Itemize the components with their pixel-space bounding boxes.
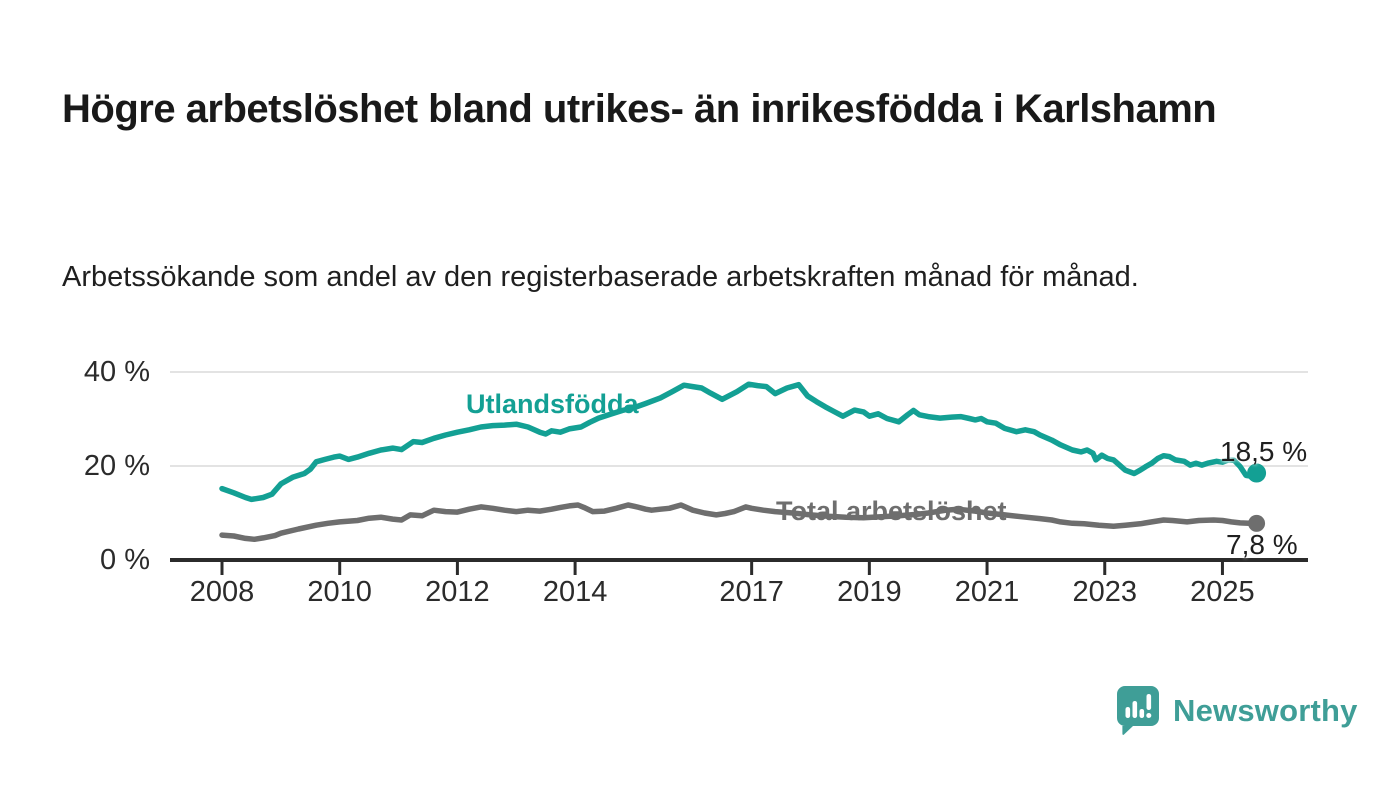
newsworthy-logo-text: Newsworthy bbox=[1173, 693, 1358, 728]
newsworthy-logo: Newsworthy bbox=[1117, 686, 1358, 736]
end-value-label-total: 7,8 % bbox=[1226, 529, 1298, 560]
x-tick-label: 2014 bbox=[542, 576, 608, 608]
newsworthy-logo-icon bbox=[1117, 686, 1159, 735]
end-dot-total bbox=[1248, 514, 1266, 532]
x-tick-label: 2025 bbox=[1190, 576, 1255, 608]
logo-bubble-shape bbox=[1117, 686, 1159, 735]
series-line-utlandsfodda bbox=[219, 381, 1260, 503]
x-tick-label: 2012 bbox=[425, 576, 490, 608]
page-title: Högre arbetslöshet bland utrikes- än inr… bbox=[62, 86, 1217, 131]
logo-bar-1 bbox=[1125, 707, 1131, 718]
series-label-utlandsfodda: Utlandsfödda bbox=[466, 389, 639, 419]
x-tick-label: 2010 bbox=[307, 576, 372, 608]
x-tick-label: 2019 bbox=[837, 576, 902, 608]
logo-bar-2 bbox=[1132, 701, 1138, 718]
x-tick-label: 2017 bbox=[719, 576, 784, 608]
logo-exclamation-bar bbox=[1146, 694, 1152, 710]
logo-bar-3 bbox=[1139, 709, 1145, 718]
x-tick-label: 2021 bbox=[954, 576, 1020, 608]
x-tick-label: 2023 bbox=[1072, 576, 1137, 608]
chart-subtitle: Arbetssökande som andel av den registerb… bbox=[62, 261, 1139, 293]
logo-exclamation-dot bbox=[1146, 713, 1152, 718]
x-tick-label: 2008 bbox=[189, 576, 255, 608]
end-value-label-utlandsfodda: 18,5 % bbox=[1220, 436, 1308, 467]
y-tick-label: 0 % bbox=[100, 544, 150, 576]
y-tick-label: 20 % bbox=[83, 450, 150, 482]
y-tick-label: 40 % bbox=[83, 356, 150, 388]
series-line-total bbox=[219, 502, 1260, 543]
series-label-total-arbetsloshet: Total arbetslöshet bbox=[776, 496, 1007, 526]
end-dot-utlandsfodda bbox=[1247, 463, 1267, 483]
